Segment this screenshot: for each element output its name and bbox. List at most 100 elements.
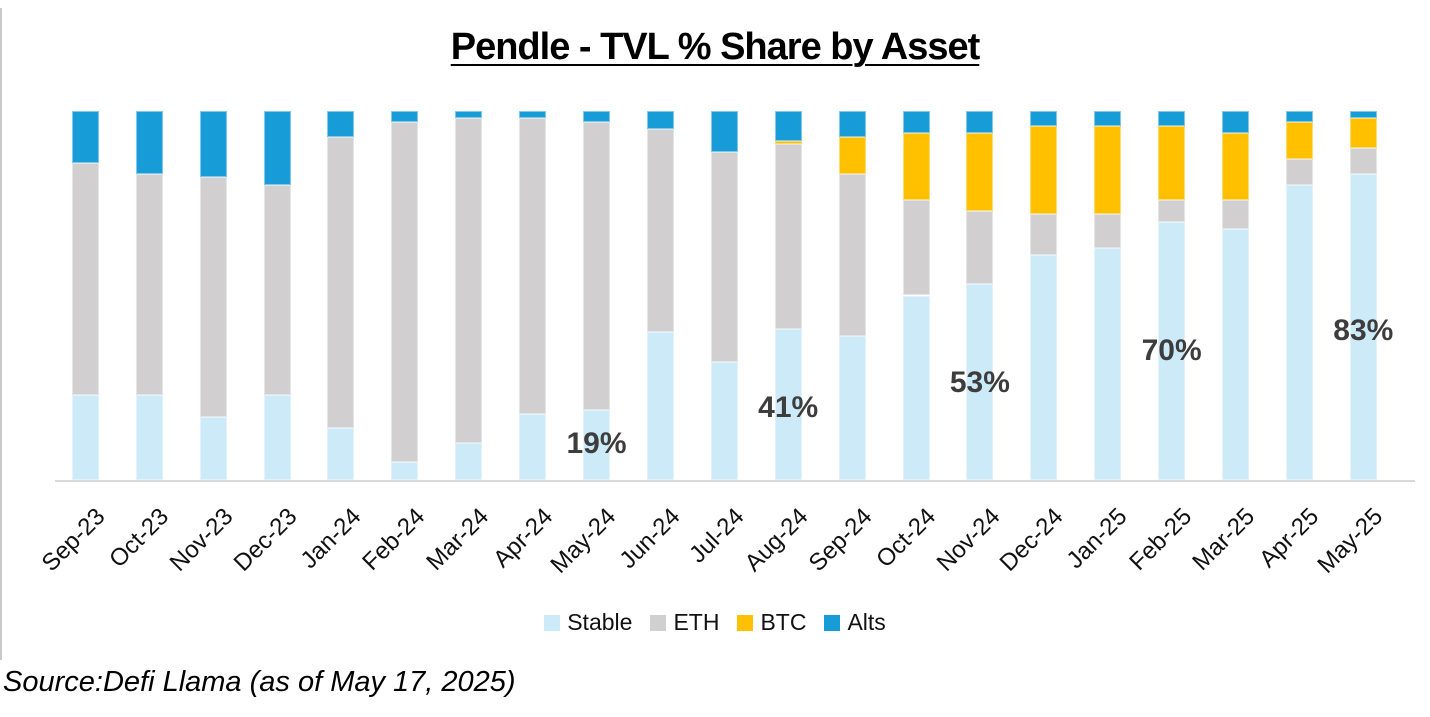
bar-segment-stable-feb-24 xyxy=(391,461,419,480)
legend-label-eth: ETH xyxy=(673,609,720,635)
bar-segment-eth-jul-24 xyxy=(710,151,738,362)
bar-segment-stable-jan-24 xyxy=(327,428,355,480)
bar-segment-alts-aug-24 xyxy=(774,111,802,141)
x-axis-label-sep-24: Sep-24 xyxy=(803,503,878,577)
bar-segment-eth-dec-23 xyxy=(263,184,291,396)
bar-segment-alts-oct-24 xyxy=(902,111,930,134)
bar-segment-stable-feb-25 xyxy=(1158,221,1186,480)
x-axis-label-jan-25: Jan-25 xyxy=(1061,503,1133,574)
x-axis-label-aug-24: Aug-24 xyxy=(739,503,814,577)
bar-segment-alts-dec-23 xyxy=(263,111,291,185)
left-edge-line xyxy=(0,8,2,660)
data-label-may-25: 83% xyxy=(1333,314,1394,347)
bar-segment-stable-dec-23 xyxy=(263,395,291,480)
x-axis-label-jun-24: Jun-24 xyxy=(614,503,686,574)
bar-segment-eth-oct-23 xyxy=(135,173,163,396)
bar-segment-eth-apr-24 xyxy=(519,118,547,414)
bar-segment-stable-sep-24 xyxy=(838,336,866,480)
x-axis-label-nov-23: Nov-23 xyxy=(164,503,239,577)
bar-segment-alts-nov-24 xyxy=(966,111,994,134)
bar-segment-eth-feb-24 xyxy=(391,122,419,462)
bar-segment-btc-apr-25 xyxy=(1285,122,1313,159)
bar-segment-eth-sep-24 xyxy=(838,173,866,337)
bar-segment-eth-nov-24 xyxy=(966,210,994,285)
bar-segment-alts-feb-24 xyxy=(391,111,419,123)
bar-segment-eth-jun-24 xyxy=(646,129,674,333)
data-label-aug-24: 41% xyxy=(758,391,819,424)
x-axis-label-apr-25: Apr-25 xyxy=(1254,503,1325,574)
bar-segment-alts-may-24 xyxy=(583,111,610,123)
legend-label-btc: BTC xyxy=(760,609,807,635)
bar-segment-eth-apr-25 xyxy=(1285,158,1313,185)
legend-swatch-alts xyxy=(824,614,841,631)
bar-segment-eth-feb-25 xyxy=(1158,199,1186,222)
bar-segment-eth-sep-23 xyxy=(71,162,99,396)
bar-segment-alts-mar-24 xyxy=(455,111,483,119)
bar-segment-alts-may-25 xyxy=(1349,111,1377,119)
x-axis-label-oct-23: Oct-23 xyxy=(104,503,175,574)
bar-segment-eth-mar-24 xyxy=(455,118,483,444)
bar-segment-eth-may-25 xyxy=(1349,147,1377,174)
bar-segment-btc-may-25 xyxy=(1349,118,1377,148)
x-axis-label-nov-24: Nov-24 xyxy=(931,503,1005,577)
bar-segment-stable-oct-23 xyxy=(135,395,163,480)
bar-segment-stable-aug-24 xyxy=(774,328,802,480)
x-axis-label-may-25: May-25 xyxy=(1312,503,1389,579)
bar-segment-alts-apr-24 xyxy=(519,111,547,119)
x-axis-label-dec-23: Dec-23 xyxy=(228,503,303,577)
legend-item-eth: ETH xyxy=(650,609,719,636)
bar-segment-btc-mar-25 xyxy=(1222,133,1249,200)
source-note: Source:Defi Llama (as of May 17, 2025) xyxy=(3,666,516,698)
bar-segment-btc-sep-24 xyxy=(838,136,866,174)
bar-segment-btc-nov-24 xyxy=(966,133,994,211)
bar-segment-btc-feb-25 xyxy=(1158,125,1186,200)
bar-segment-stable-mar-24 xyxy=(455,443,483,480)
data-label-may-24: 19% xyxy=(566,427,627,460)
bar-segment-eth-oct-24 xyxy=(902,199,930,296)
x-axis-label-mar-24: Mar-24 xyxy=(420,503,494,576)
legend-item-alts: Alts xyxy=(824,609,886,636)
legend-label-alts: Alts xyxy=(847,609,886,635)
data-label-nov-24: 53% xyxy=(949,366,1010,399)
bar-segment-alts-jan-24 xyxy=(327,111,355,137)
bar-segment-alts-nov-23 xyxy=(199,111,227,178)
bar-segment-stable-apr-24 xyxy=(519,413,547,480)
x-axis-label-feb-24: Feb-24 xyxy=(357,503,430,576)
chart-title: Pendle - TVL % Share by Asset xyxy=(450,26,981,68)
bar-segment-alts-jan-25 xyxy=(1094,111,1122,126)
bar-segment-eth-jan-25 xyxy=(1094,214,1122,248)
bar-segment-stable-nov-24 xyxy=(966,284,994,480)
bar-segment-btc-oct-24 xyxy=(902,133,930,200)
x-axis-label-oct-24: Oct-24 xyxy=(871,503,942,574)
x-axis-label-may-24: May-24 xyxy=(545,503,622,579)
bar-segment-alts-dec-24 xyxy=(1030,111,1058,126)
bar-segment-btc-aug-24 xyxy=(774,140,802,145)
x-axis-label-jan-24: Jan-24 xyxy=(295,503,366,574)
bar-segment-alts-sep-23 xyxy=(71,111,99,163)
bar-segment-stable-may-24 xyxy=(583,409,610,480)
bar-segment-stable-sep-23 xyxy=(71,395,99,480)
legend-swatch-stable xyxy=(544,614,561,631)
data-label-feb-25: 70% xyxy=(1141,334,1202,367)
bar-segment-eth-mar-25 xyxy=(1222,199,1249,230)
bar-segment-stable-apr-25 xyxy=(1285,184,1313,480)
bar-segment-stable-jul-24 xyxy=(710,361,738,480)
bar-segment-stable-may-25 xyxy=(1349,173,1377,480)
bar-segment-stable-jan-25 xyxy=(1094,247,1122,480)
bar-segment-alts-mar-25 xyxy=(1222,111,1249,134)
bar-segment-alts-apr-25 xyxy=(1285,111,1313,123)
x-axis-label-feb-25: Feb-25 xyxy=(1123,503,1197,576)
x-axis-label-sep-23: Sep-23 xyxy=(36,503,111,577)
bar-segment-btc-jan-25 xyxy=(1094,125,1122,215)
bar-segment-alts-jun-24 xyxy=(646,111,674,130)
x-axis-label-dec-24: Dec-24 xyxy=(995,503,1069,577)
bar-segment-stable-jun-24 xyxy=(646,332,674,480)
legend: Stable ETH BTC Alts xyxy=(0,609,1430,636)
bar-segment-stable-mar-25 xyxy=(1222,229,1249,480)
bar-segment-alts-sep-24 xyxy=(838,111,866,137)
bar-segment-eth-aug-24 xyxy=(774,144,802,329)
bar-segment-stable-nov-23 xyxy=(199,417,227,480)
x-axis-line xyxy=(55,480,1415,482)
bar-segment-eth-nov-23 xyxy=(199,177,227,418)
